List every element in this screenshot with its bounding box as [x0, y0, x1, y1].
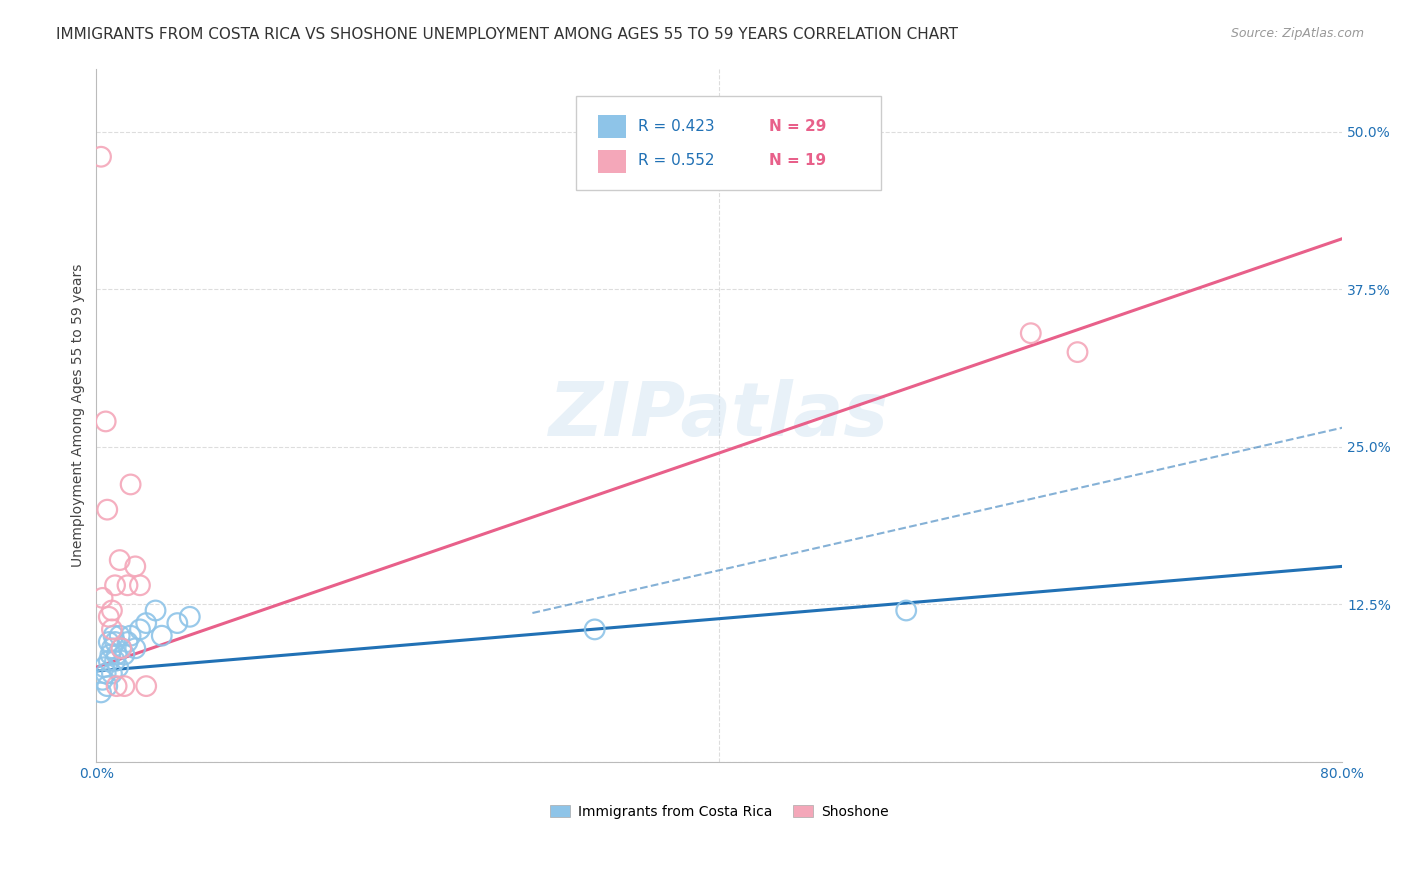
Point [94, 666, 117, 681]
Text: R = 0.552: R = 0.552 [638, 153, 714, 169]
Point [110, 641, 132, 656]
Point [104, 635, 127, 649]
Legend: Immigrants from Costa Rica, Shoshone: Immigrants from Costa Rica, Shoshone [544, 799, 894, 824]
Point [166, 616, 188, 631]
Point [135, 679, 157, 693]
Point [105, 648, 128, 662]
Text: IMMIGRANTS FROM COSTA RICA VS SHOSHONE UNEMPLOYMENT AMONG AGES 55 TO 59 YEARS CO: IMMIGRANTS FROM COSTA RICA VS SHOSHONE U… [56, 27, 959, 42]
Text: R = 0.423: R = 0.423 [638, 119, 714, 134]
Point [135, 616, 157, 631]
Point [105, 679, 128, 693]
Point [120, 477, 142, 491]
FancyBboxPatch shape [599, 115, 626, 138]
Point [120, 629, 142, 643]
Point [101, 603, 124, 617]
Point [129, 578, 152, 592]
Point [96, 502, 118, 516]
Point [98, 648, 121, 662]
Point [117, 578, 139, 592]
Y-axis label: Unemployment Among Ages 55 to 59 years: Unemployment Among Ages 55 to 59 years [72, 263, 86, 566]
Point [145, 603, 167, 617]
Point [110, 641, 132, 656]
Point [1019, 326, 1042, 341]
Point [93, 660, 115, 674]
Point [107, 660, 129, 674]
Point [104, 578, 127, 592]
Point [896, 603, 918, 617]
Point [124, 559, 146, 574]
Point [101, 623, 124, 637]
FancyBboxPatch shape [599, 150, 626, 172]
Text: N = 29: N = 29 [769, 119, 827, 134]
Point [97, 654, 120, 668]
Point [179, 609, 201, 624]
Point [104, 654, 127, 668]
Text: Source: ZipAtlas.com: Source: ZipAtlas.com [1230, 27, 1364, 40]
Point [91, 673, 114, 687]
Point [103, 629, 125, 643]
Point [90, 685, 112, 699]
Point [1066, 345, 1088, 359]
Point [91, 591, 114, 605]
Point [117, 635, 139, 649]
Point [97, 635, 120, 649]
Point [124, 641, 146, 656]
Point [150, 629, 173, 643]
Point [108, 553, 131, 567]
Point [94, 414, 117, 428]
Point [112, 679, 135, 693]
Point [101, 666, 124, 681]
Text: ZIPatlas: ZIPatlas [550, 378, 890, 451]
Point [101, 641, 124, 656]
Point [583, 623, 606, 637]
Point [97, 609, 120, 624]
FancyBboxPatch shape [576, 96, 882, 190]
Point [90, 150, 112, 164]
Text: N = 19: N = 19 [769, 153, 827, 169]
Point [129, 623, 152, 637]
Point [108, 629, 131, 643]
Point [96, 679, 118, 693]
Point [112, 648, 135, 662]
